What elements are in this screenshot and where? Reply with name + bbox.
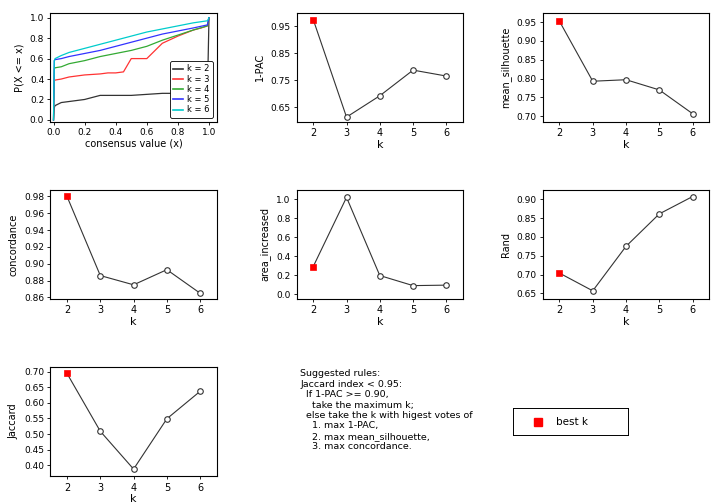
Y-axis label: mean_silhouette: mean_silhouette: [500, 27, 511, 108]
Y-axis label: Jaccard: Jaccard: [9, 404, 19, 439]
X-axis label: k: k: [130, 494, 137, 504]
Legend: k = 2, k = 3, k = 4, k = 5, k = 6: k = 2, k = 3, k = 4, k = 5, k = 6: [170, 61, 212, 118]
Y-axis label: 1-PAC: 1-PAC: [255, 53, 265, 82]
X-axis label: k: k: [623, 140, 629, 150]
Y-axis label: Rand: Rand: [501, 232, 511, 257]
X-axis label: k: k: [130, 317, 137, 327]
Text: best k: best k: [557, 417, 588, 426]
X-axis label: k: k: [377, 317, 383, 327]
X-axis label: consensus value (x): consensus value (x): [85, 139, 182, 149]
X-axis label: k: k: [623, 317, 629, 327]
Y-axis label: P(X <= x): P(X <= x): [14, 43, 24, 92]
Y-axis label: area_increased: area_increased: [259, 208, 271, 281]
X-axis label: k: k: [377, 140, 383, 150]
Y-axis label: concordance: concordance: [9, 213, 19, 276]
Text: Suggested rules:
Jaccard index < 0.95:
  If 1-PAC >= 0.90,
    take the maximum : Suggested rules: Jaccard index < 0.95: I…: [300, 369, 473, 451]
